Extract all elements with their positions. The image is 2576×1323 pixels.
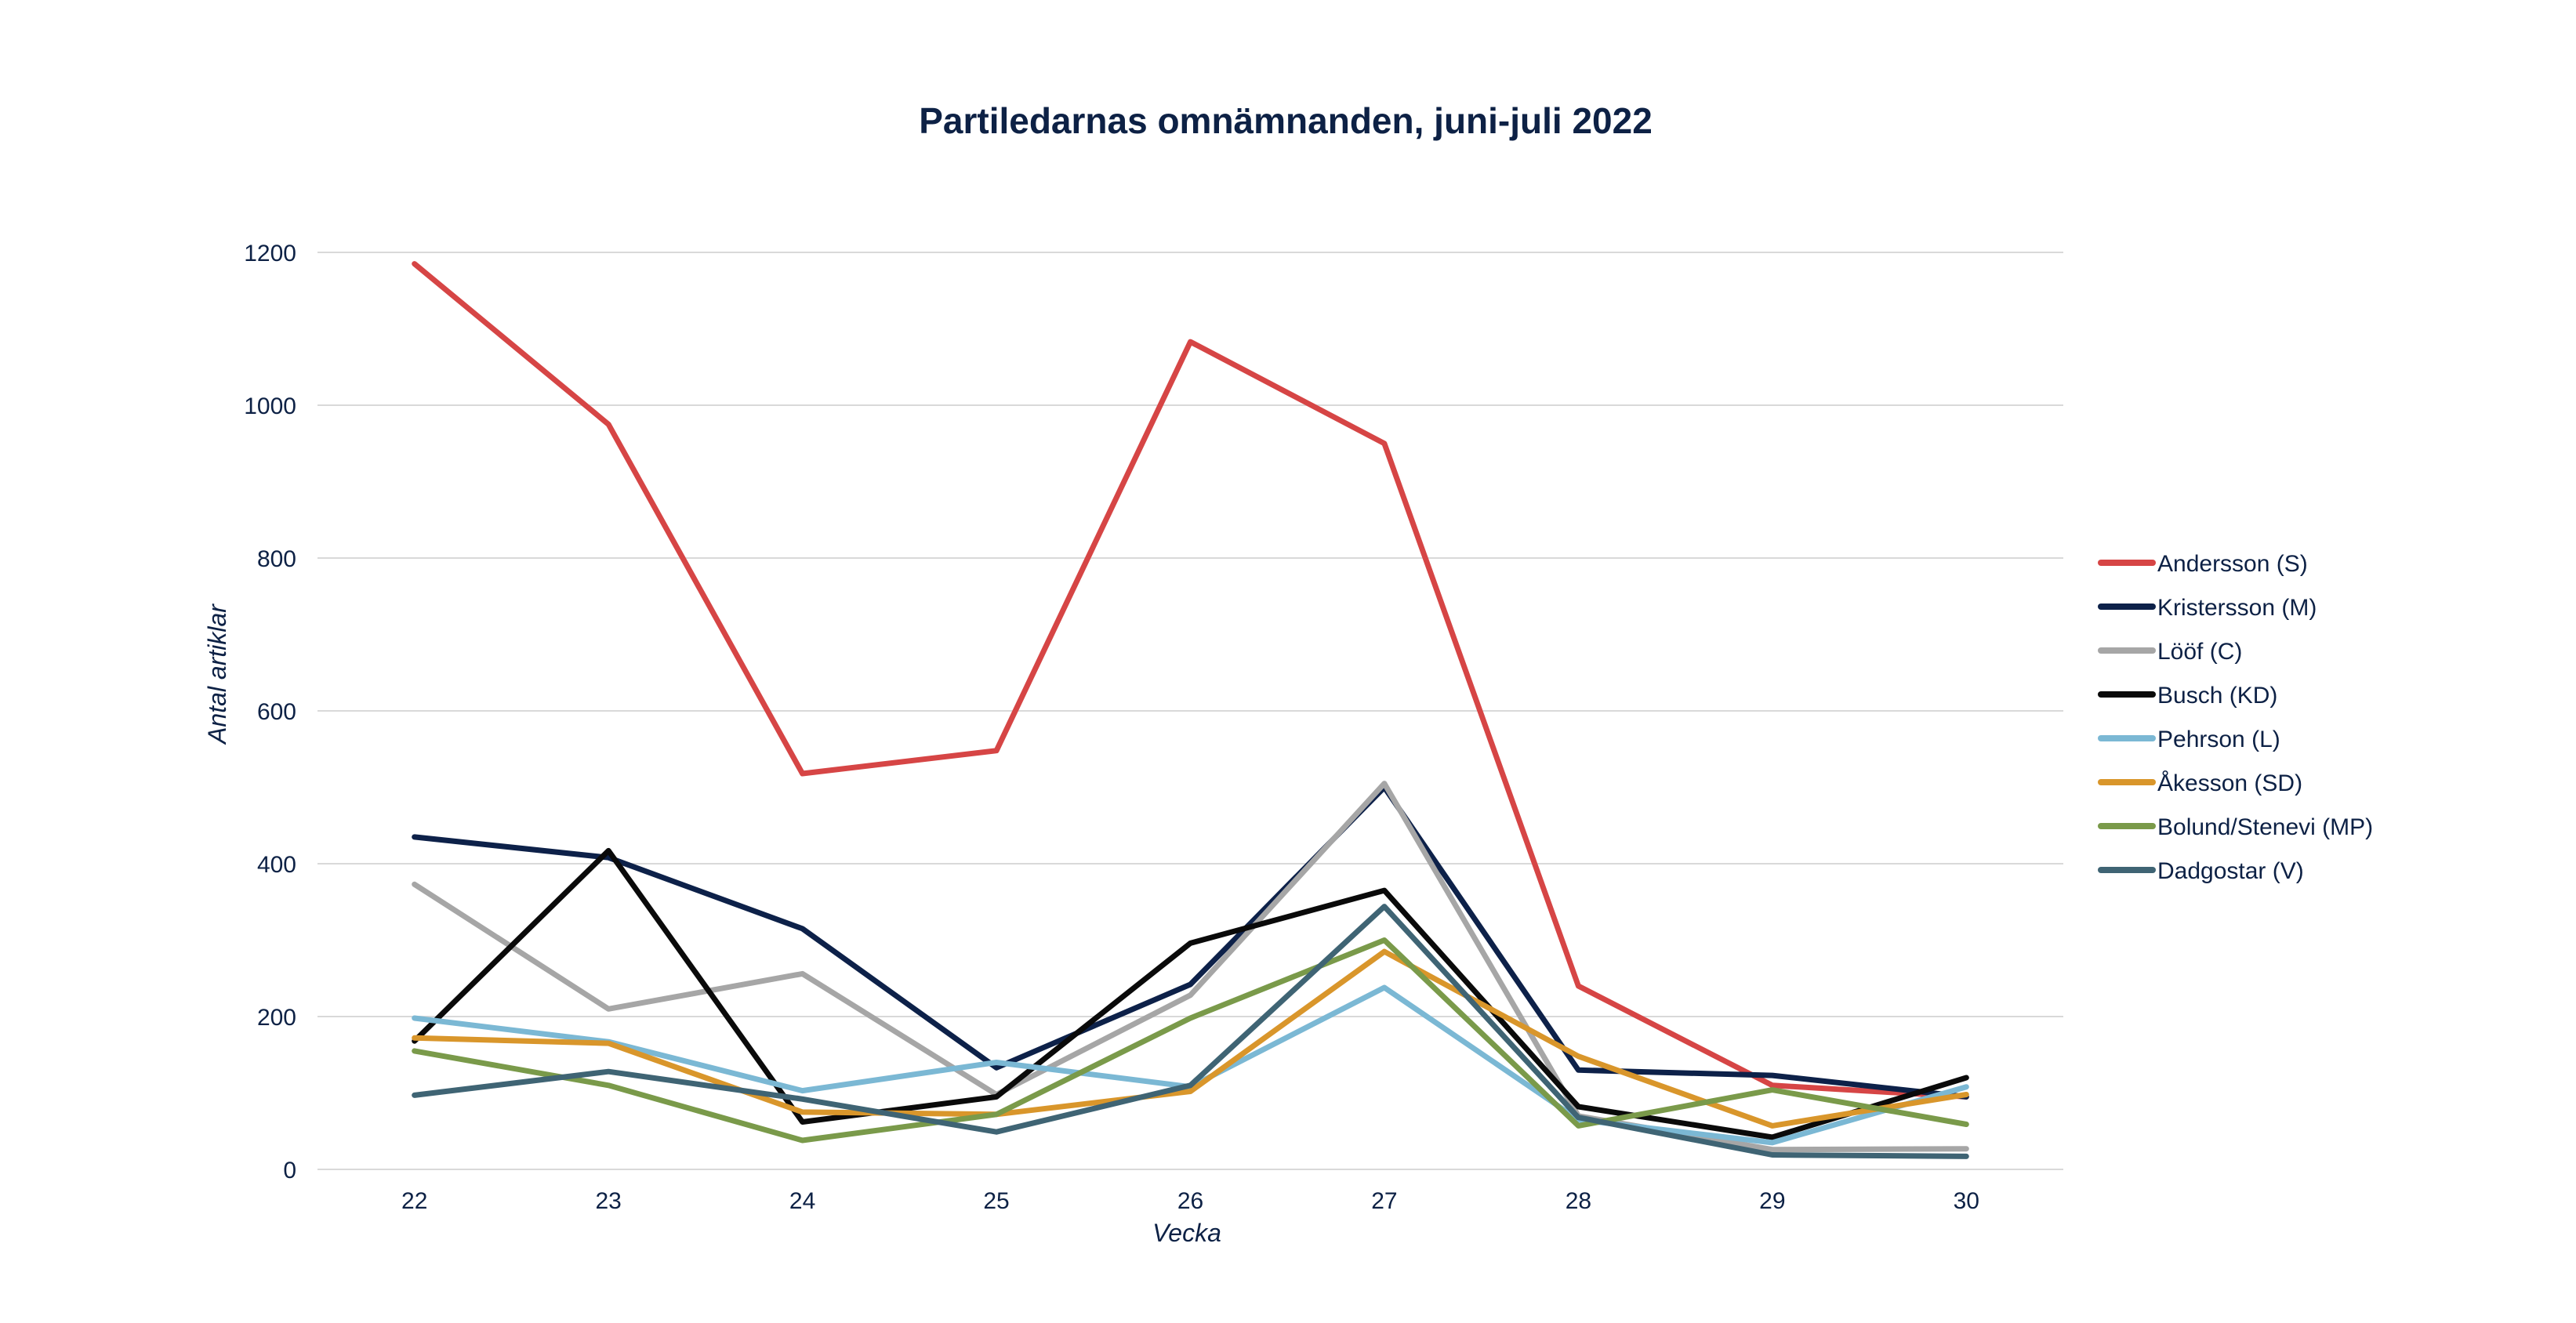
series-line-2: [412, 781, 1969, 1153]
y-tick-label: 400: [257, 852, 296, 878]
y-axis-label: Antal artiklar: [203, 604, 231, 745]
grid-layer: [317, 252, 2063, 1170]
legend-label: Lööf (C): [2157, 639, 2242, 665]
x-tick-label: 28: [1566, 1188, 1591, 1214]
legend-label: Kristersson (M): [2157, 595, 2317, 621]
x-axis-ticks: 22 23 24 25 26 27 28 29 30: [401, 1188, 1979, 1214]
series-line-6: [412, 937, 1969, 1144]
series-line-0: [412, 261, 1969, 1100]
x-tick-label: 24: [789, 1188, 815, 1214]
y-tick-label: 800: [257, 546, 296, 572]
x-tick-label: 29: [1759, 1188, 1785, 1214]
y-tick-label: 1200: [244, 241, 296, 266]
x-tick-label: 27: [1371, 1188, 1397, 1214]
y-tick-label: 200: [257, 1005, 296, 1031]
legend-label: Andersson (S): [2157, 551, 2308, 577]
y-tick-label: 1000: [244, 393, 296, 419]
series-line-7: [412, 904, 1969, 1159]
legend-label: Åkesson (SD): [2157, 770, 2302, 796]
chart-title: Partiledarnas omnämnanden, juni-juli 202…: [919, 100, 1653, 141]
series-layer: [412, 261, 1969, 1159]
x-tick-label: 23: [595, 1188, 621, 1214]
series-line-3: [412, 847, 1969, 1140]
legend-label: Bolund/Stenevi (MP): [2157, 814, 2373, 840]
legend-label: Dadgostar (V): [2157, 858, 2304, 884]
y-tick-label: 0: [283, 1158, 296, 1183]
y-tick-label: 600: [257, 699, 296, 725]
x-tick-label: 30: [1954, 1188, 1979, 1214]
x-tick-label: 22: [401, 1188, 427, 1214]
y-axis-ticks: 0 200 400 600 800 1000 1200: [244, 241, 296, 1183]
series-line-1: [412, 785, 1969, 1100]
x-tick-label: 25: [983, 1188, 1009, 1214]
x-tick-label: 26: [1177, 1188, 1203, 1214]
legend: Andersson (S) Kristersson (M) Lööf (C) Busc…: [2098, 551, 2373, 884]
x-axis-label: Vecka: [1152, 1219, 1221, 1247]
legend-label: Pehrson (L): [2157, 727, 2280, 752]
legend-label: Busch (KD): [2157, 683, 2277, 709]
